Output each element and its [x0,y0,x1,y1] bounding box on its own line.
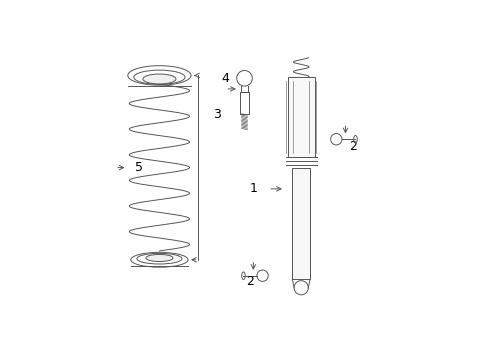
Text: 2: 2 [348,140,356,153]
Text: 5: 5 [134,161,142,174]
FancyBboxPatch shape [292,168,309,279]
Text: 2: 2 [246,275,254,288]
Text: 1: 1 [249,183,257,195]
Ellipse shape [142,74,176,84]
FancyBboxPatch shape [287,77,314,157]
Text: 4: 4 [221,72,229,85]
Text: 3: 3 [212,108,220,121]
Ellipse shape [145,255,173,261]
